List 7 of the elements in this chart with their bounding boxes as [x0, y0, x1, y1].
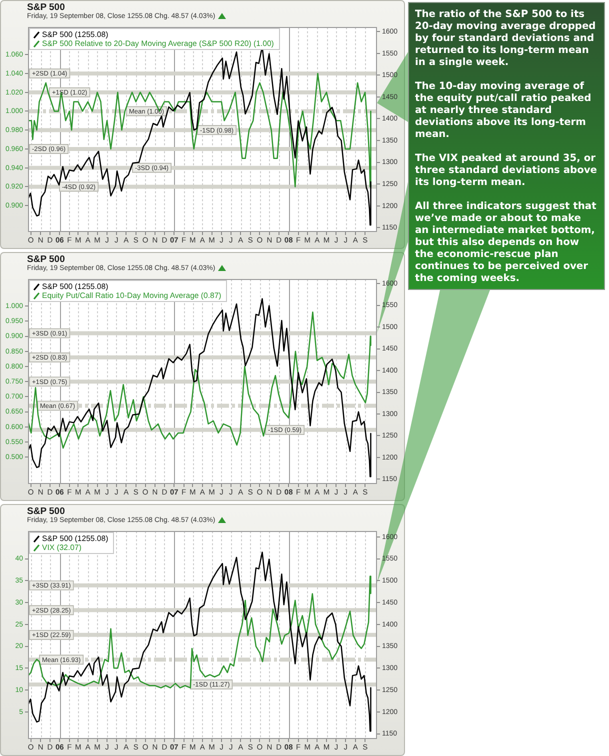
- text: The VIX peaked at around 35, or three standard deviations above its long-term mean.: [415, 153, 598, 189]
- text: The 10-day moving average of the equity put/call ratio peaked at nearly three standard deviations above its long-term mean.: [415, 81, 592, 141]
- chart-title: S&P 500: [27, 2, 65, 13]
- chart-title: S&P 500: [27, 254, 65, 265]
- text: All three indicators suggest that we’ve made or about to make an intermediate market bottom, but this also depends on how the economic-rescue plan continues to be perceived over the coming weeks.: [415, 201, 598, 285]
- text: The ratio of the S&P 500 to its 20-day moving average dropped by four standard deviations and returned to its long-term mean in a single week.: [415, 9, 597, 69]
- chart-title: S&P 500: [27, 506, 65, 517]
